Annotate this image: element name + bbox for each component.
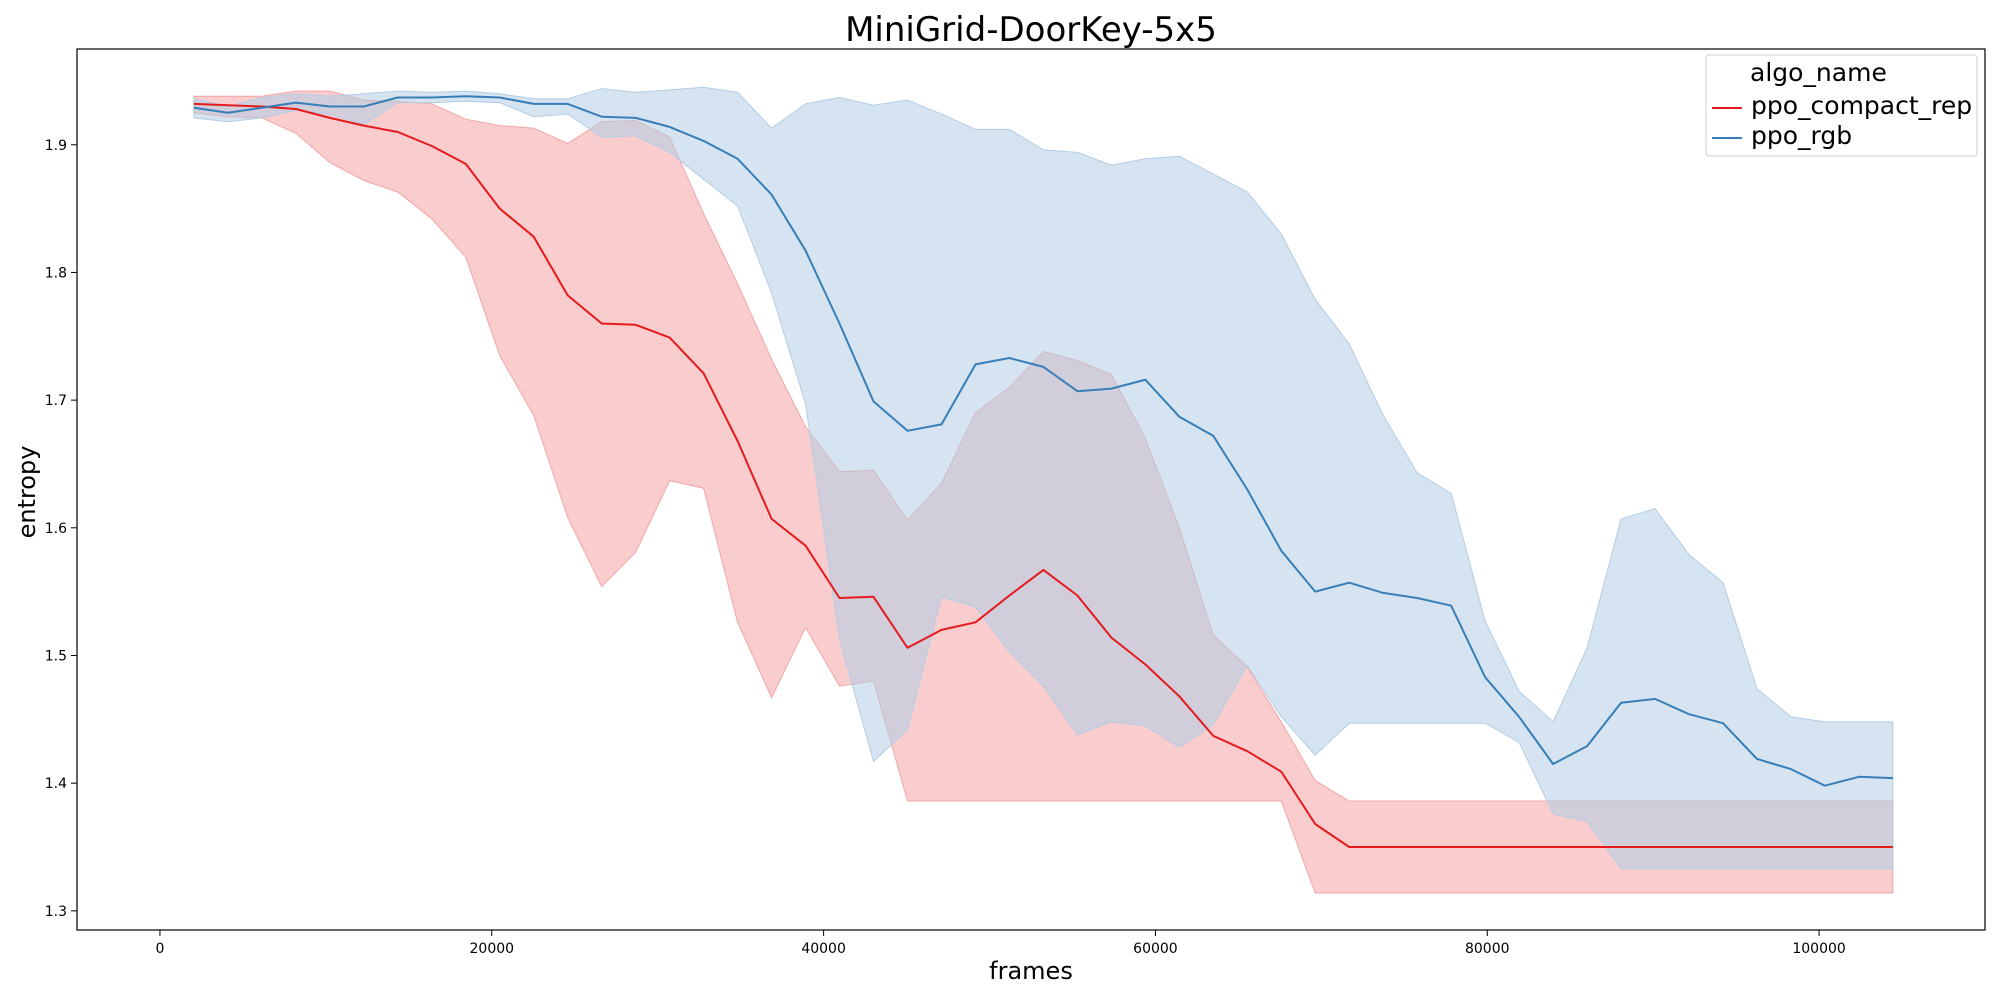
x-tick-label: 100000 (1792, 941, 1845, 957)
x-tick-label: 0 (155, 941, 164, 957)
legend-label-ppo-rgb: ppo_rgb (1751, 121, 1852, 150)
y-tick-label: 1.3 (45, 904, 67, 920)
x-tick-label: 20000 (470, 941, 515, 957)
y-tick-label: 1.6 (45, 521, 67, 537)
x-axis-ticks: 0 20000 40000 60000 80000 100000 (155, 930, 1846, 957)
y-tick-label: 1.7 (45, 393, 67, 409)
legend-label-ppo-compact-rep: ppo_compact_rep (1751, 91, 1972, 120)
chart-title: MiniGrid-DoorKey-5x5 (845, 10, 1217, 50)
y-axis-label: entropy (13, 446, 41, 539)
confidence-band-ppo-rgb (193, 86, 1894, 870)
plot-area (193, 86, 1894, 894)
series-line-ppo-rgb (193, 95, 1893, 787)
legend: algo_name ppo_compact_rep ppo_rgb (1705, 54, 1978, 157)
legend-title: algo_name (1750, 58, 1887, 87)
y-tick-label: 1.8 (45, 265, 67, 281)
plot-frame (76, 48, 1986, 931)
y-tick-label: 1.9 (45, 138, 67, 154)
x-tick-label: 60000 (1133, 941, 1178, 957)
x-axis-label: frames (989, 957, 1073, 985)
x-tick-label: 80000 (1465, 941, 1510, 957)
y-axis-ticks: 1.3 1.4 1.5 1.6 1.7 1.8 1.9 (45, 138, 77, 920)
y-tick-label: 1.4 (45, 776, 67, 792)
y-tick-label: 1.5 (45, 648, 67, 664)
x-tick-label: 40000 (801, 941, 846, 957)
series-line-ppo-compact-rep (193, 102, 1893, 848)
legend-box (1705, 54, 1978, 157)
